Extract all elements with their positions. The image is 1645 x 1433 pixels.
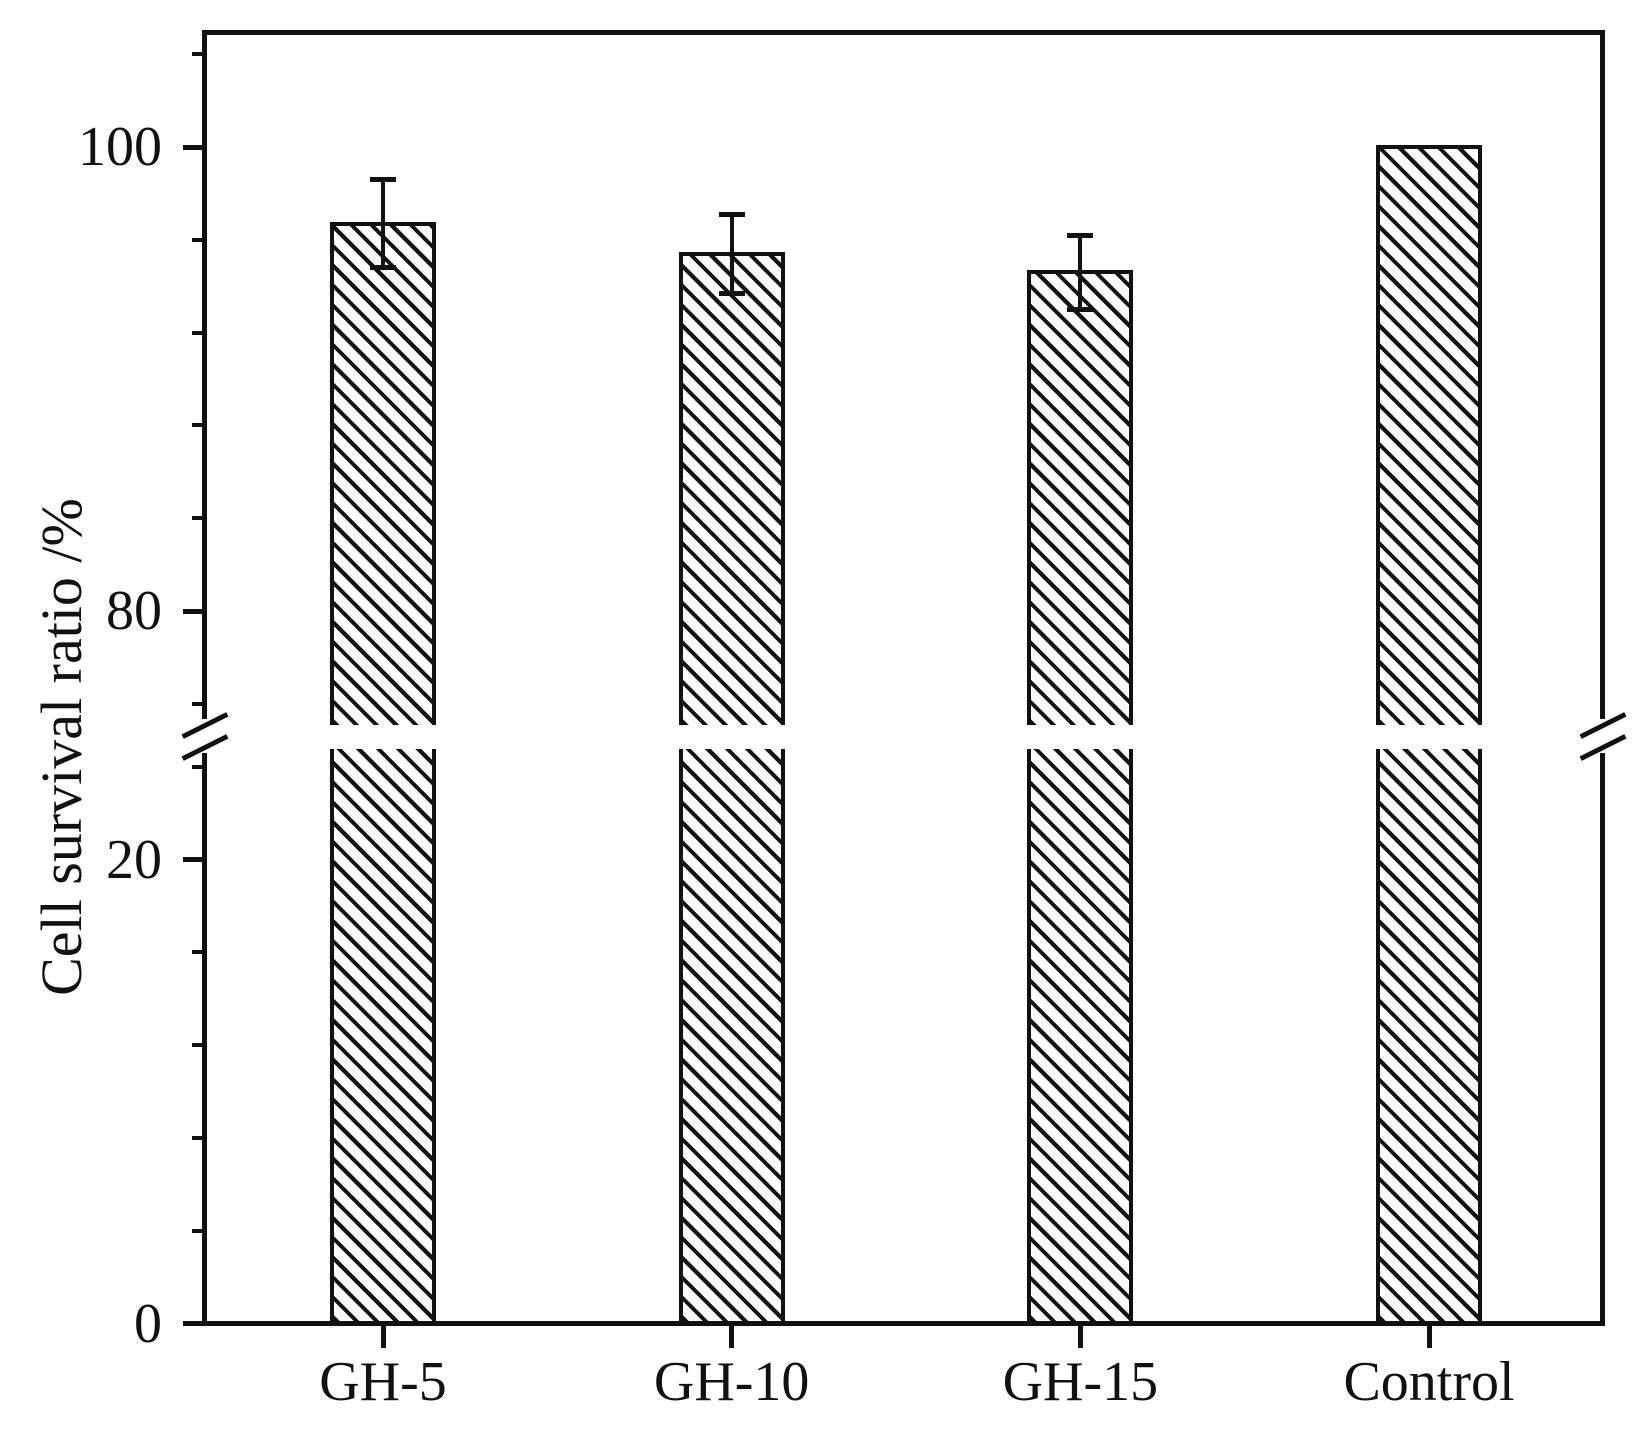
bar-GH-5-lower-segment [330,749,436,1321]
y-minor-tick [191,701,205,706]
x-tick-label-Control: Control [1343,1351,1515,1413]
error-bar-line [1078,235,1083,310]
bar-GH-15-upper-segment [1027,270,1134,725]
y-tick-label: 0 [134,1292,162,1355]
bar-GH-10-lower-segment [678,749,785,1321]
x-tick-label-GH-5: GH-5 [319,1351,447,1413]
error-bar-cap-top [1067,232,1094,238]
x-tick-label-GH-15: GH-15 [1002,1351,1159,1413]
x-major-tick [1077,1326,1083,1348]
y-tick-label: 100 [78,116,162,178]
y-tick-label: 80 [106,580,162,642]
bar-GH-10-upper-segment [678,251,785,725]
error-bar-cap-top [370,176,396,182]
x-tick-label-GH-10: GH-10 [653,1351,810,1413]
y-minor-tick [191,950,205,955]
bar-Control-lower-segment [1376,749,1482,1321]
y-minor-tick [191,237,205,242]
y-minor-tick [191,764,205,769]
x-major-tick [1426,1326,1432,1348]
x-major-tick [380,1326,386,1348]
bar-GH-5-upper-segment [330,221,436,725]
bar-GH-15-lower-segment [1027,749,1134,1321]
y-minor-tick [191,1228,205,1233]
y-minor-tick [191,52,205,57]
error-bar-cap-bottom [718,290,745,296]
bar-Control-upper-segment [1376,145,1482,725]
y-minor-tick [191,423,205,428]
y-major-tick [182,608,205,614]
x-major-tick [729,1326,735,1348]
y-major-tick [182,1321,205,1326]
error-bar-cap-bottom [370,265,396,271]
y-minor-tick [191,1043,205,1048]
y-axis-title: Cell survival ratio /% [29,498,94,996]
y-major-tick [182,144,205,150]
y-minor-tick [191,330,205,335]
y-minor-tick [191,516,205,521]
y-tick-label: 20 [106,828,162,891]
y-major-tick [182,857,205,862]
y-minor-tick [191,1135,205,1140]
plot-frame [202,30,1605,1326]
error-bar-line [729,214,734,294]
error-bar-cap-bottom [1067,306,1094,312]
error-bar-cap-top [718,211,745,217]
error-bar-line [381,179,385,268]
